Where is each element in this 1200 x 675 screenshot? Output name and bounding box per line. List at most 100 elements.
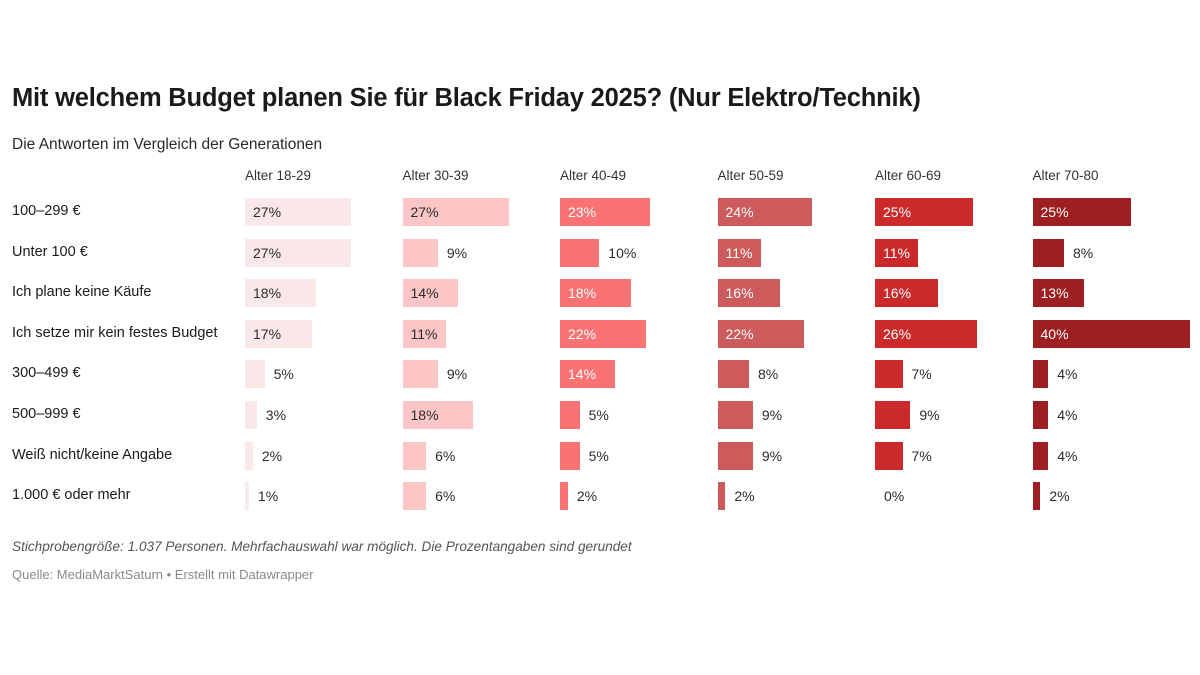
bar [717, 482, 726, 511]
bar-value-label: 2% [261, 447, 283, 464]
bar-value-label: 1% [257, 488, 279, 505]
bar-cell: 2% [717, 482, 868, 511]
bar-cell: 2% [245, 441, 395, 470]
bar-value-label: 14% [410, 285, 439, 302]
bar [402, 198, 509, 226]
chart-row: 300–499 € 5% 9% 14% 8% 7% 4% [0, 356, 1200, 397]
bar-value-label: 2% [576, 488, 598, 505]
bar-value-label: 7% [911, 447, 932, 464]
bar-cell: 1% [245, 482, 395, 511]
bar-cell: 11% [402, 319, 553, 348]
chart-grid: Alter 18-29 Alter 30-39 Alter 40-49 Alter 5… [0, 168, 1200, 519]
bar [560, 360, 616, 389]
bar-cell: 14% [402, 279, 553, 308]
bar-cell: 16% [875, 279, 1025, 308]
bar-cell: 9% [717, 400, 868, 429]
bar [717, 360, 749, 389]
bar [875, 238, 919, 267]
bar [402, 238, 438, 267]
bar-value-label: 18% [568, 285, 597, 302]
bar [402, 400, 474, 429]
bar-cell: 9% [402, 360, 553, 389]
row-label: Unter 100 € [12, 243, 88, 260]
bar [560, 279, 631, 308]
bar [875, 360, 903, 389]
bar-cell: 2% [560, 482, 710, 511]
bar [717, 319, 804, 348]
bar-cell: 17% [245, 319, 395, 348]
bar [1032, 400, 1049, 429]
bar-cell: 27% [245, 198, 395, 226]
bar-cell: 13% [1032, 279, 1183, 308]
row-label: 100–299 € [12, 203, 81, 219]
bar-value-label: 2% [1049, 488, 1070, 505]
bar [1032, 279, 1084, 308]
bar-value-label: 9% [761, 447, 783, 464]
bar-cell: 27% [245, 238, 395, 267]
chart-notes: Stichprobengröße: 1.037 Personen. Mehrfa… [12, 539, 632, 554]
bar [875, 400, 911, 429]
bar-cell: 25% [875, 198, 1025, 226]
bar [560, 400, 580, 429]
bar [402, 360, 438, 389]
bar-cell: 4% [1032, 441, 1183, 470]
bar-value-label: 18% [410, 406, 439, 423]
column-header-2: Alter 30-39 [402, 168, 469, 183]
bar-cell: 6% [402, 441, 553, 470]
row-label: 300–499 € [12, 365, 81, 382]
bar [717, 198, 812, 226]
bar [245, 360, 265, 389]
bar-value-label: 40% [1040, 325, 1069, 342]
chart-row: Unter 100 € 27% 9% 10% 11% 11% 8% [0, 235, 1200, 276]
bar-value-label: 13% [1040, 285, 1069, 302]
bar [245, 279, 316, 308]
bar [245, 319, 312, 348]
bar-value-label: 25% [883, 204, 912, 220]
bar-cell: 7% [875, 360, 1025, 389]
bar [402, 482, 427, 511]
bar-cell: 9% [402, 238, 553, 267]
bar [245, 400, 257, 429]
bar-value-label: 9% [446, 244, 468, 261]
bar [875, 441, 903, 470]
page-title: Mit welchem Budget planen Sie für Black … [12, 84, 921, 112]
bar-value-label: 4% [1057, 366, 1078, 383]
row-label: 500–999 € [12, 405, 81, 422]
bar [402, 441, 427, 470]
bar-cell: 2% [1032, 482, 1183, 511]
bar-cell: 22% [560, 319, 710, 348]
bar [717, 400, 753, 429]
bar [560, 238, 600, 267]
bar [717, 441, 753, 470]
bar [402, 319, 446, 348]
bar-value-label: 11% [410, 325, 438, 342]
bar [1032, 238, 1064, 267]
chart-row: Weiß nicht/keine Angabe 2% 6% 5% 9% 7% 4% [0, 438, 1200, 479]
bar-cell: 23% [560, 198, 710, 226]
bar-value-label: 6% [435, 447, 456, 464]
bar [245, 238, 352, 267]
bar [875, 279, 938, 308]
bar-value-label: 9% [919, 406, 940, 423]
bar-cell: 8% [717, 360, 868, 389]
bar-value-label: 27% [253, 244, 282, 261]
row-label: Weiß nicht/keine Angabe [12, 446, 173, 463]
bar-value-label: 5% [588, 406, 609, 423]
bar-value-label: 14% [568, 366, 597, 383]
bar-cell: 9% [717, 441, 868, 470]
bar [560, 319, 647, 348]
bar-value-label: 0% [884, 488, 905, 505]
bar [1032, 441, 1049, 470]
bar-cell: 7% [875, 441, 1025, 470]
bar [717, 238, 761, 267]
bar-cell: 4% [1032, 360, 1183, 389]
bar-cell: 24% [717, 198, 868, 226]
bar-value-label: 26% [883, 325, 912, 342]
chart-row: 500–999 € 3% 18% 5% 9% 9% 4% [0, 397, 1200, 438]
bar [560, 198, 651, 226]
bar-value-label: 23% [568, 204, 597, 220]
bar-value-label: 7% [911, 366, 932, 383]
bar [1032, 360, 1049, 389]
bar-value-label: 27% [410, 204, 439, 220]
bar-value-label: 16% [883, 285, 912, 302]
